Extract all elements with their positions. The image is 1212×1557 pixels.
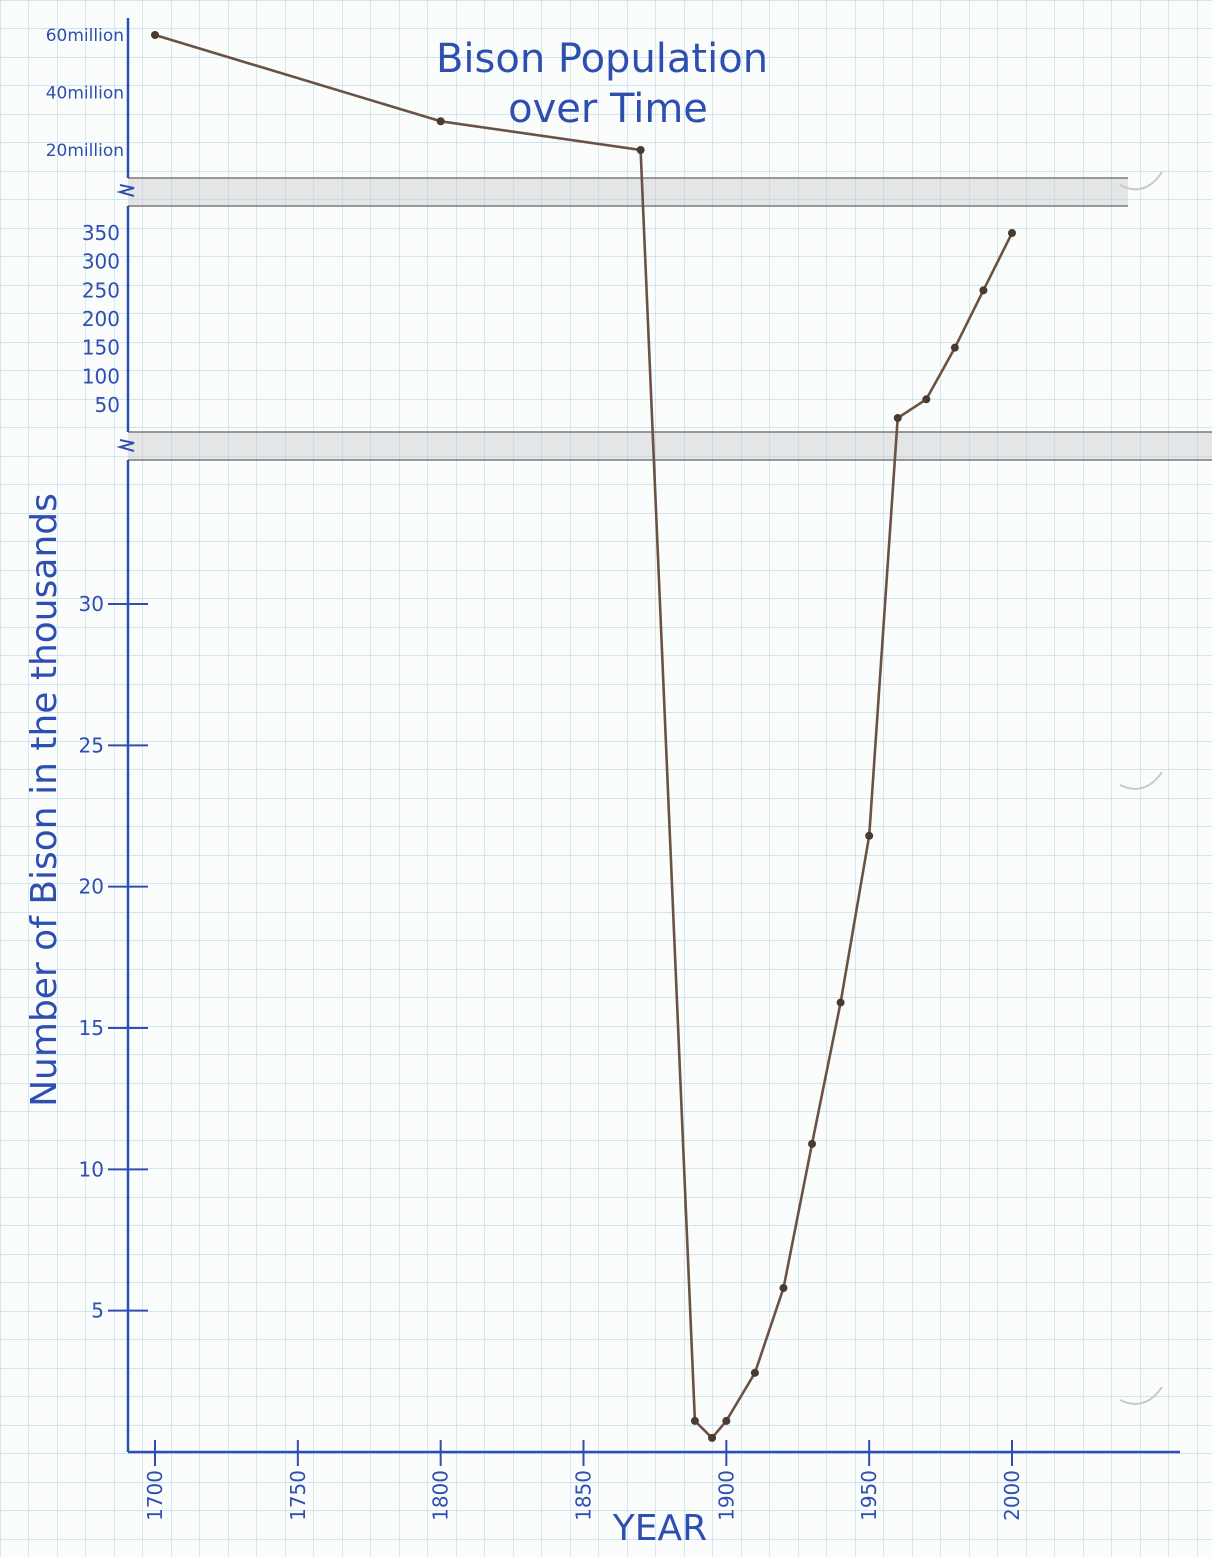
data-point <box>893 414 902 422</box>
axis-tick-labels: 1700 1750 1800 1850 1900 1950 2000 60million 40m… <box>46 26 1024 1521</box>
y-tick-label-lower-25: 25 <box>79 733 104 757</box>
x-axis-title: YEAR <box>612 1508 707 1549</box>
y-tick-label-lower-10: 10 <box>79 1157 104 1181</box>
binder-hole-middle <box>1119 771 1163 790</box>
series-layer <box>151 31 1016 1442</box>
y-tick-label-lower-15: 15 <box>79 1016 104 1040</box>
data-point <box>708 1433 717 1442</box>
y-tick-label-middle-200: 200 <box>82 307 120 331</box>
y-tick-label-middle-150: 150 <box>82 336 120 360</box>
data-point <box>836 998 845 1007</box>
x-tick-label-1700: 1700 <box>143 1470 167 1521</box>
data-point <box>779 1284 788 1293</box>
data-point <box>808 1139 817 1148</box>
data-point <box>436 117 445 126</box>
data-point <box>950 343 959 352</box>
series-line <box>154 33 1014 1440</box>
y-tick-label-lower-20: 20 <box>79 875 104 899</box>
y-tick-label-middle-250: 250 <box>82 278 120 302</box>
data-point <box>636 146 645 154</box>
x-tick-label-1900: 1900 <box>714 1470 738 1521</box>
y-tick-label-upper-0: 60million <box>46 26 124 46</box>
y-tick-label-middle-350: 350 <box>82 221 120 245</box>
axis-break-upper <box>116 177 1128 207</box>
y-tick-label-middle-100: 100 <box>82 364 120 388</box>
x-tick-label-1800: 1800 <box>429 1470 453 1521</box>
chart-title-line-1: Bison Population <box>436 36 768 82</box>
y-tick-label-middle-50: 50 <box>95 393 120 417</box>
x-tick-label-1850: 1850 <box>572 1470 596 1521</box>
axis-ticks <box>108 603 1013 1466</box>
binder-hole-bottom <box>1119 1386 1163 1405</box>
binder-hole-top <box>1119 171 1163 191</box>
y-tick-label-upper-2: 20million <box>46 141 124 161</box>
axis-break-lower <box>116 431 1212 461</box>
data-point <box>865 831 874 840</box>
data-point <box>722 1416 731 1425</box>
data-point <box>151 31 159 39</box>
data-point <box>979 286 988 295</box>
y-tick-label-lower-5: 5 <box>91 1299 104 1323</box>
chart-title-line-2: over Time <box>508 86 708 132</box>
x-tick-label-1950: 1950 <box>857 1470 881 1521</box>
data-point <box>750 1368 759 1377</box>
x-tick-label-1750: 1750 <box>286 1470 310 1521</box>
data-point <box>690 1416 699 1425</box>
y-tick-label-lower-30: 30 <box>79 592 104 616</box>
y-tick-label-upper-1: 40million <box>46 84 124 104</box>
y-tick-label-middle-300: 300 <box>82 250 120 274</box>
data-point <box>1008 229 1016 237</box>
x-tick-label-2000: 2000 <box>1000 1470 1024 1521</box>
data-point <box>922 395 931 404</box>
y-axis-title: Number of Bison in the thousands <box>24 493 65 1107</box>
